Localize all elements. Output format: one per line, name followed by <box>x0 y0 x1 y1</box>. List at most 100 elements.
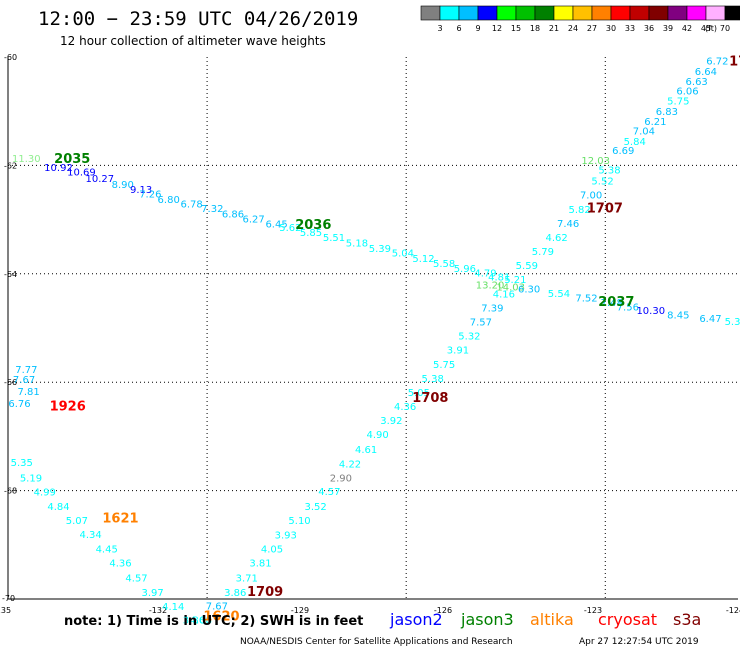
swh-point-label: 4.22 <box>339 460 361 471</box>
swh-point-label: 6.80 <box>158 195 180 206</box>
swh-point-label: 3.92 <box>380 416 402 427</box>
swh-point-label: 7.67 <box>13 375 35 386</box>
swh-point-label: 5.12 <box>412 254 434 265</box>
swh-point-label: 5.05 <box>408 388 430 399</box>
swh-point-label: 3.91 <box>447 346 469 357</box>
track-id-label: 1926 <box>50 400 86 415</box>
track-id-label: 1709 <box>247 585 283 600</box>
swh-point-label: 3.97 <box>141 588 163 599</box>
swh-point-label: 5.85 <box>300 228 322 239</box>
swh-point-label: 6.63 <box>686 77 708 88</box>
axis-tick-labels: -135 -132 -129 -126 -123 -124 -60 -62 -64 -66 -68 -… <box>0 53 740 615</box>
swh-point-label: 7.32 <box>201 204 223 215</box>
color-scale-legend: 3 6 9 12 15 18 21 24 27 30 33 36 39 42 45 70 <box>420 5 740 33</box>
swh-point-label: 7.67 <box>206 602 228 613</box>
swh-point-label: 4.90 <box>366 430 388 441</box>
swh-point-label: 7.46 <box>557 219 579 230</box>
legend-s3a: s3a <box>673 610 701 629</box>
y-tick-label: -66 <box>4 378 17 387</box>
plot-grid <box>7 57 738 600</box>
x-tick-label: -135 <box>0 606 11 615</box>
scale-label-9: 30 <box>606 24 616 33</box>
legend-altika: altika <box>530 610 574 629</box>
scale-label-2: 9 <box>475 24 480 33</box>
swh-point-label: 5.39 <box>369 244 391 255</box>
swh-point-label: 6.45 <box>265 219 287 230</box>
track-id-label: 2036 <box>295 218 331 233</box>
swh-point-label: 4.61 <box>355 445 377 456</box>
swh-point-label: 5.79 <box>532 247 554 258</box>
scale-swatch-14 <box>686 5 707 21</box>
swh-point-label: 5.31 <box>725 317 740 328</box>
swh-point-label: 3.71 <box>236 573 258 584</box>
y-tick-label: -68 <box>4 487 17 496</box>
scale-label-13: 42 <box>682 24 692 33</box>
swh-point-label: 5.82 <box>568 205 590 216</box>
swh-point-label: 5.52 <box>591 177 613 188</box>
swh-point-label: 10.92 <box>44 163 73 174</box>
swh-point-label: 5.75 <box>667 96 689 107</box>
scale-label-12: 39 <box>663 24 673 33</box>
swh-point-label: 8.45 <box>667 310 689 321</box>
scale-label-6: 21 <box>549 24 559 33</box>
swh-point-label: 7.81 <box>18 387 40 398</box>
scale-label-7: 24 <box>568 24 578 33</box>
scale-swatch-13 <box>667 5 688 21</box>
swh-point-label: 5.38 <box>422 374 444 385</box>
track-id-label: 1706 <box>729 54 740 69</box>
track-id-label: 1708 <box>412 391 448 406</box>
swh-point-label: 7.52 <box>575 294 597 305</box>
y-tick-label: -60 <box>4 53 17 62</box>
y-tick-label: -62 <box>4 161 17 170</box>
y-tick-label: -70 <box>2 594 15 603</box>
swh-point-label: 13.20 <box>476 281 505 292</box>
swh-point-label: 3.52 <box>304 502 326 513</box>
scale-swatch-6 <box>534 5 555 21</box>
swh-point-label: 4.99 <box>34 488 56 499</box>
swh-point-label: 4.14 <box>162 602 184 613</box>
swh-point-label: 6.47 <box>699 314 721 325</box>
track-id-label: 2035 <box>54 152 90 167</box>
scale-swatch-2 <box>458 5 479 21</box>
scale-label-1: 6 <box>456 24 461 33</box>
scale-swatch-9 <box>591 5 612 21</box>
swh-point-label: 4.62 <box>546 233 568 244</box>
track-id-label: 1621 <box>102 512 138 527</box>
swh-point-label: 5.59 <box>516 261 538 272</box>
swh-point-label: 4.36 <box>109 559 131 570</box>
swh-point-label: 3.86 <box>183 616 205 627</box>
swh-point-label: 7.04 <box>633 127 655 138</box>
footer-note: note: 1) Time is in UTC; 2) SWH is in fe… <box>64 614 363 629</box>
swh-point-label: 6.69 <box>612 146 634 157</box>
swh-point-label: 4.16 <box>493 289 515 300</box>
swh-point-label: 4.36 <box>394 402 416 413</box>
satellite-legend: jason2 jason3 altika cryosat s3a <box>389 610 701 629</box>
track-ids: 2035 2036 2037 1706 1707 1708 1709 1926 1621 1620 <box>50 54 740 624</box>
scale-label-0: 3 <box>437 24 442 33</box>
legend-cryosat: cryosat <box>598 610 657 629</box>
scale-swatch-3 <box>477 5 498 21</box>
generated-timestamp: Apr 27 12:27:54 UTC 2019 <box>579 637 699 647</box>
swh-point-label: 5.19 <box>20 474 42 485</box>
swh-point-label: 5.84 <box>624 137 646 148</box>
swh-point-label: 4.05 <box>261 545 283 556</box>
x-tick-label: -123 <box>584 606 602 615</box>
swh-point-label: 4.45 <box>96 545 118 556</box>
swh-point-label: 6.64 <box>695 67 717 78</box>
swh-point-label: 11.30 <box>12 154 41 165</box>
swh-point-label: 3.86 <box>224 588 246 599</box>
x-tick-label: -124 <box>726 606 740 615</box>
swh-point-label: 5.96 <box>454 264 476 275</box>
scale-swatch-5 <box>515 5 536 21</box>
color-scale-unit: (ft) <box>705 24 717 33</box>
swh-point-label: 5.54 <box>548 289 570 300</box>
swh-point-label: 4.08 <box>190 616 212 627</box>
x-tick-label: -132 <box>149 606 167 615</box>
swh-point-label: 2.90 <box>330 474 352 485</box>
legend-jason2: jason2 <box>389 610 443 629</box>
chart-title: 12:00 − 23:59 UTC 04/26/2019 <box>38 8 358 30</box>
scale-label-4: 15 <box>511 24 521 33</box>
swh-point-label: 6.76 <box>8 399 30 410</box>
scale-label-3: 12 <box>492 24 502 33</box>
